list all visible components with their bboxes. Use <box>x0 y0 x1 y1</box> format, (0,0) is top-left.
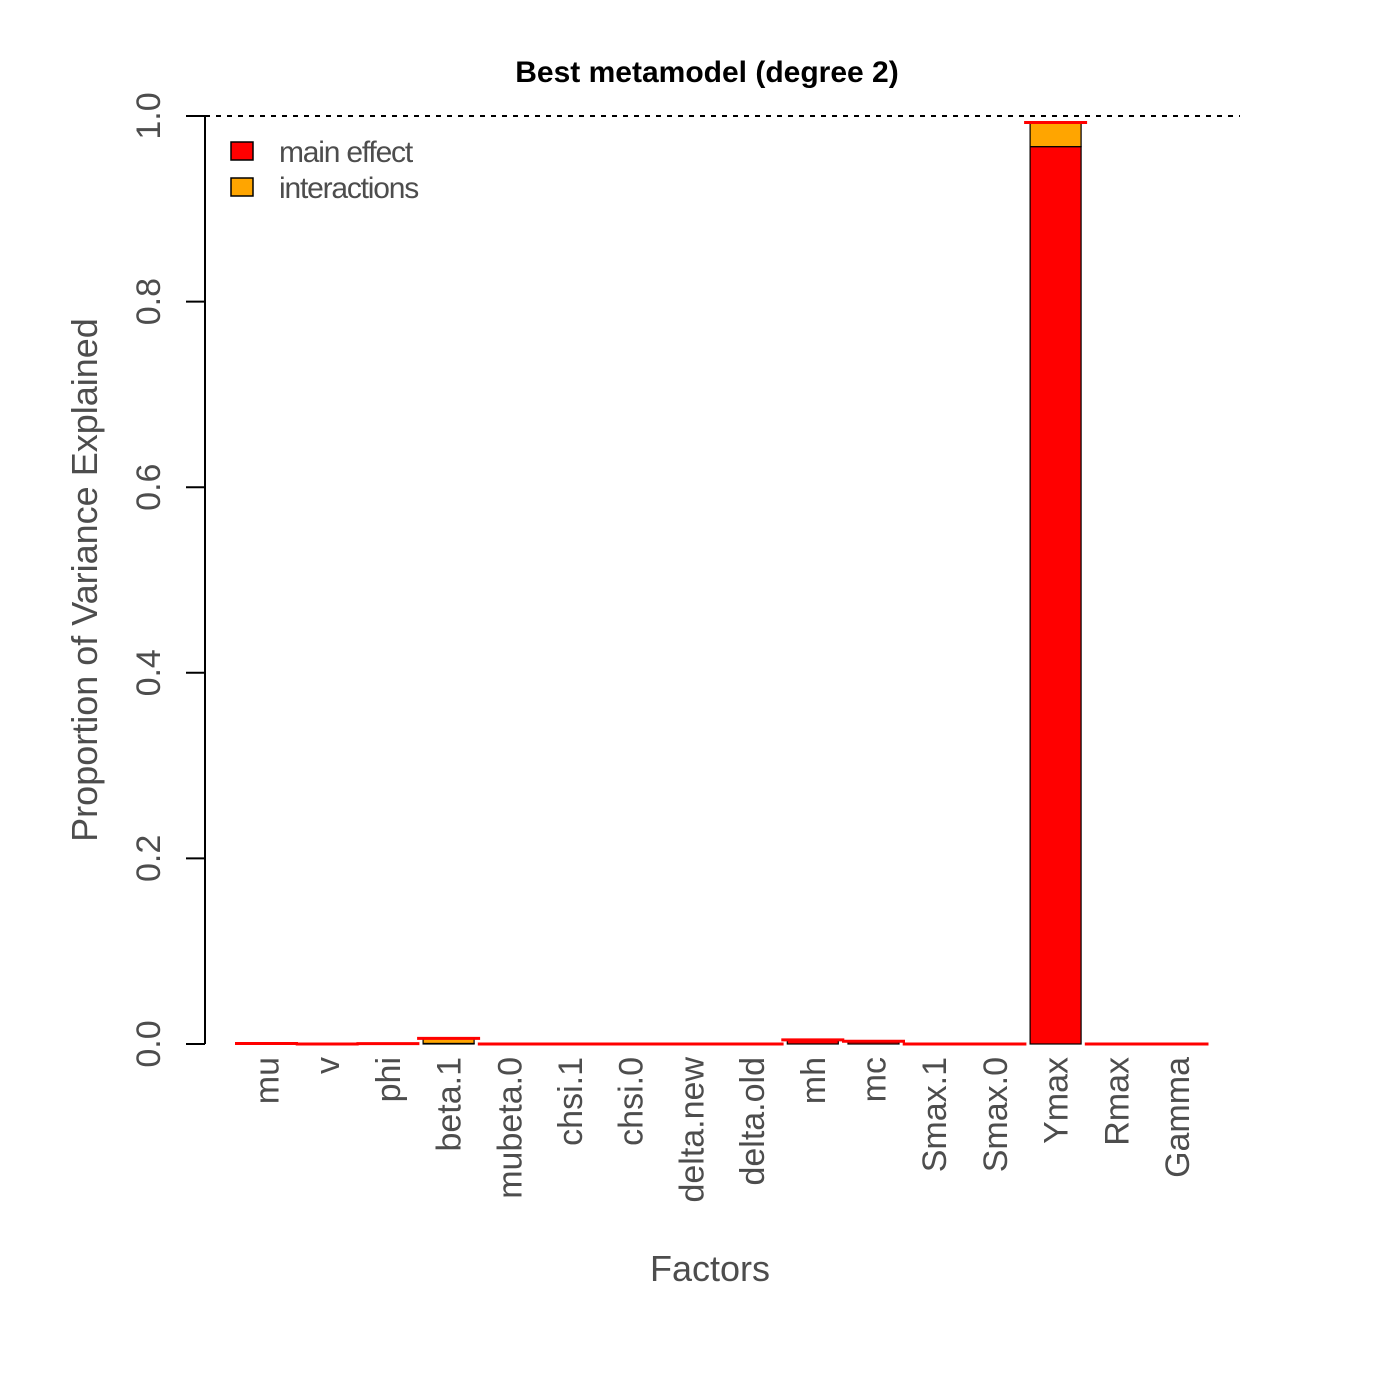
bar-main-effect <box>1029 146 1082 1045</box>
chart-title: Best metamodel (degree 2) <box>515 56 898 89</box>
x-tick-label: v <box>309 1057 347 1074</box>
x-tick-label: mu <box>249 1057 287 1104</box>
legend-swatch-main-effect <box>230 141 254 161</box>
x-tick-label: chsi.0 <box>613 1057 651 1146</box>
x-tick-label: Gamma <box>1159 1057 1197 1178</box>
y-tick-label: 0.0 <box>130 1020 168 1067</box>
y-tick-label: 0.6 <box>130 464 168 511</box>
legend-swatch-interactions <box>230 177 254 197</box>
y-axis-title: Proportion of Variance Explained <box>64 318 105 842</box>
x-tick-label: delta.old <box>734 1057 772 1186</box>
x-tick-label: Smax.1 <box>916 1057 954 1172</box>
x-tick-label: Smax.0 <box>977 1057 1015 1172</box>
bars <box>235 120 1209 1046</box>
y-tick-label: 0.4 <box>130 649 168 696</box>
x-tick-label: delta.new <box>673 1057 711 1203</box>
legend-label-main-effect: main effect <box>279 136 414 169</box>
x-tick-label: chsi.1 <box>552 1057 590 1146</box>
y-axis: 0.0 0.2 0.4 0.6 0.8 1.0 <box>130 92 206 1068</box>
x-tick-label: Ymax <box>1038 1057 1076 1144</box>
legend-label-interactions: interactions <box>279 172 418 205</box>
x-tick-label: beta.1 <box>431 1057 469 1152</box>
x-tick-label: mubeta.0 <box>491 1057 529 1199</box>
legend: main effect interactions <box>230 136 419 205</box>
x-axis-title: Factors <box>650 1248 770 1289</box>
x-tick-labels: mu v phi beta.1 mubeta.0 chsi.1 chsi.0 delta.ne… <box>249 1057 1198 1203</box>
y-tick-label: 0.8 <box>130 278 168 325</box>
x-tick-label: phi <box>370 1057 408 1102</box>
bar-interactions <box>1029 121 1082 148</box>
x-tick-label: Rmax <box>1098 1057 1136 1146</box>
x-tick-label: mc <box>856 1057 894 1102</box>
y-tick-label: 0.2 <box>130 835 168 882</box>
y-tick-label: 1.0 <box>130 92 168 139</box>
x-tick-label: mh <box>795 1057 833 1104</box>
